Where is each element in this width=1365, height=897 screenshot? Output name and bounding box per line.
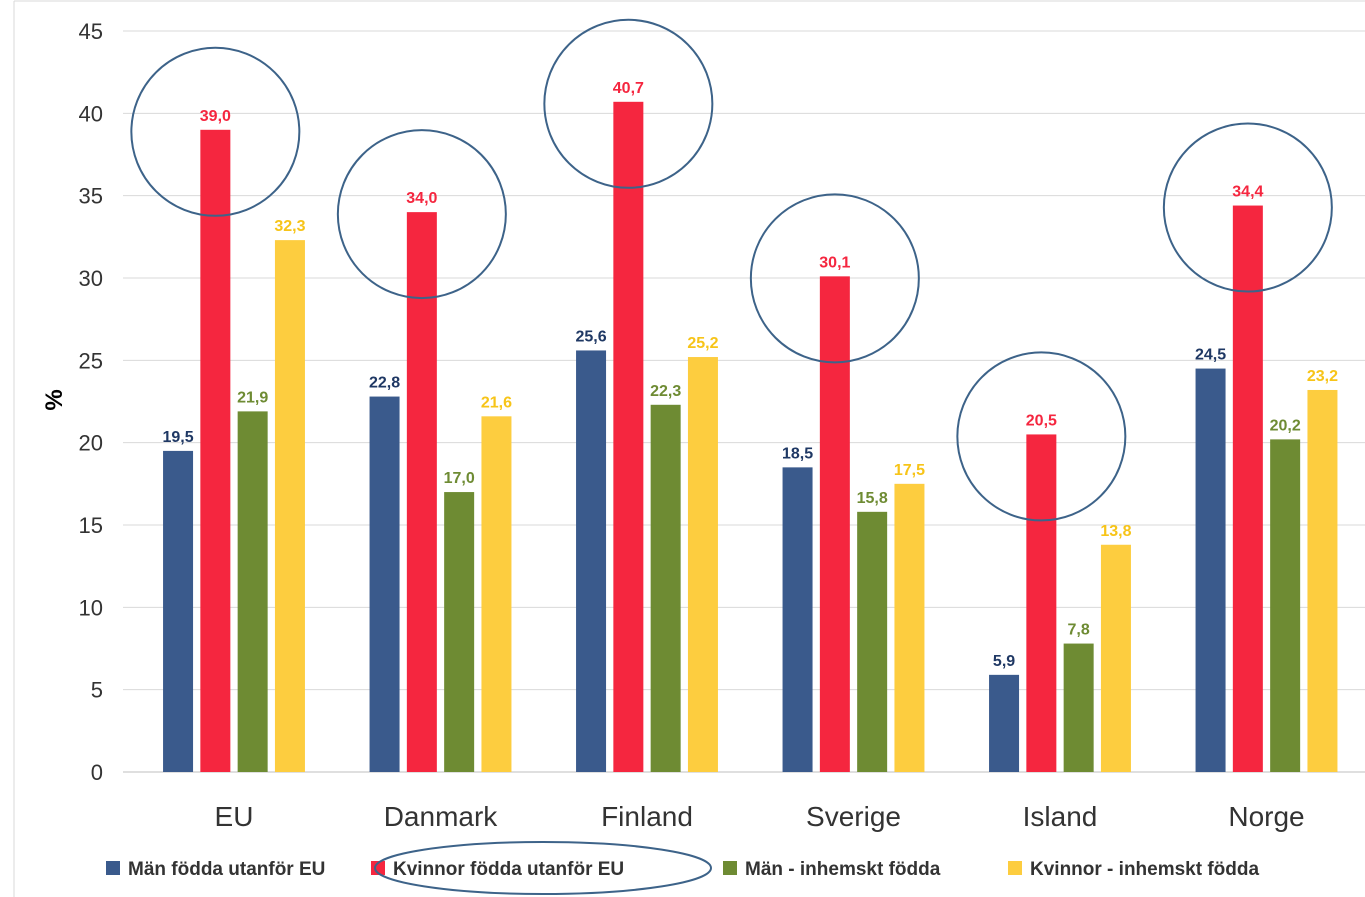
y-tick-label: 15 — [79, 513, 103, 538]
category-label: Danmark — [384, 801, 499, 832]
data-label: 21,9 — [237, 389, 268, 406]
bar — [819, 276, 850, 772]
bar — [576, 350, 607, 772]
data-label: 17,0 — [444, 470, 475, 487]
data-label: 20,2 — [1270, 417, 1301, 434]
bar — [237, 411, 268, 772]
highlight-circles — [130, 18, 1333, 522]
bar — [274, 240, 305, 773]
legend-label: Kvinnor födda utanför EU — [393, 859, 624, 880]
legend-swatch — [1008, 861, 1022, 875]
bar — [406, 212, 437, 773]
data-label: 22,3 — [650, 383, 681, 400]
bars — [163, 101, 1338, 773]
bar — [1026, 434, 1057, 772]
y-tick-label: 10 — [79, 595, 103, 620]
bar — [650, 404, 681, 772]
bar — [1063, 643, 1094, 772]
bar — [1195, 368, 1226, 772]
bar — [613, 101, 644, 773]
data-label: 39,0 — [200, 108, 231, 125]
data-label: 25,2 — [687, 335, 718, 352]
highlight-circle — [543, 18, 714, 189]
bar — [782, 467, 813, 772]
y-tick-label: 40 — [79, 101, 103, 126]
legend-label: Män födda utanför EU — [128, 859, 325, 880]
data-label: 30,1 — [819, 254, 850, 271]
data-labels: 19,5 39,0 21,9 32,3 22,8 34,0 17,0 21,6 25,6 40,7… — [162, 80, 1338, 670]
x-axis-categories: EU Danmark Finland Sverige Island Norge — [215, 801, 1305, 832]
y-axis-ticks: 0 5 10 15 20 25 30 35 40 45 — [79, 19, 103, 785]
bar — [1100, 544, 1131, 772]
category-label: Norge — [1228, 801, 1304, 832]
highlight-circle — [336, 129, 507, 300]
data-label: 21,6 — [481, 394, 512, 411]
data-label: 7,8 — [1068, 622, 1090, 639]
bar — [857, 511, 888, 772]
y-tick-label: 35 — [79, 184, 103, 209]
data-label: 20,5 — [1026, 412, 1057, 429]
bar — [687, 357, 718, 772]
category-label: Sverige — [806, 801, 901, 832]
data-label: 15,8 — [857, 490, 888, 507]
data-label: 5,9 — [993, 653, 1015, 670]
category-label: EU — [215, 801, 254, 832]
category-label: Finland — [601, 801, 693, 832]
legend-label: Män - inhemskt födda — [745, 859, 941, 880]
y-tick-label: 20 — [79, 431, 103, 456]
data-label: 19,5 — [162, 429, 193, 446]
category-label: Island — [1023, 801, 1098, 832]
y-tick-label: 25 — [79, 348, 103, 373]
data-label: 32,3 — [274, 218, 305, 235]
y-tick-label: 5 — [91, 678, 103, 703]
legend-label: Kvinnor - inhemskt födda — [1030, 859, 1260, 880]
gridlines — [123, 30, 1365, 773]
legend-swatch — [371, 861, 385, 875]
highlight-circle — [1162, 122, 1333, 293]
bar — [481, 416, 512, 772]
bar — [200, 129, 231, 773]
data-label: 34,4 — [1232, 184, 1263, 201]
data-label: 24,5 — [1195, 347, 1226, 364]
data-label: 40,7 — [613, 80, 644, 97]
bar — [989, 674, 1020, 772]
bar — [163, 450, 194, 772]
y-tick-label: 30 — [79, 266, 103, 291]
bar — [1307, 389, 1338, 772]
bar — [894, 483, 925, 772]
data-label: 23,2 — [1307, 368, 1338, 385]
data-label: 25,6 — [575, 328, 606, 345]
data-label: 22,8 — [369, 375, 400, 392]
legend-highlight-ellipse — [374, 841, 712, 895]
bar — [1270, 439, 1301, 772]
y-axis-label: % — [41, 389, 68, 410]
data-label: 13,8 — [1100, 523, 1131, 540]
bar — [369, 396, 400, 772]
y-tick-label: 0 — [91, 760, 103, 785]
legend: Män födda utanför EU Kvinnor födda utanfö… — [106, 841, 1260, 895]
data-label: 34,0 — [406, 190, 437, 207]
bar — [444, 492, 475, 772]
bar — [1232, 205, 1263, 773]
legend-swatch — [106, 861, 120, 875]
highlight-circle — [749, 193, 920, 364]
data-label: 17,5 — [894, 462, 925, 479]
highlight-circle — [956, 351, 1127, 522]
highlight-circle — [130, 46, 301, 217]
legend-swatch — [723, 861, 737, 875]
data-label: 18,5 — [782, 445, 813, 462]
y-tick-label: 45 — [79, 19, 103, 44]
